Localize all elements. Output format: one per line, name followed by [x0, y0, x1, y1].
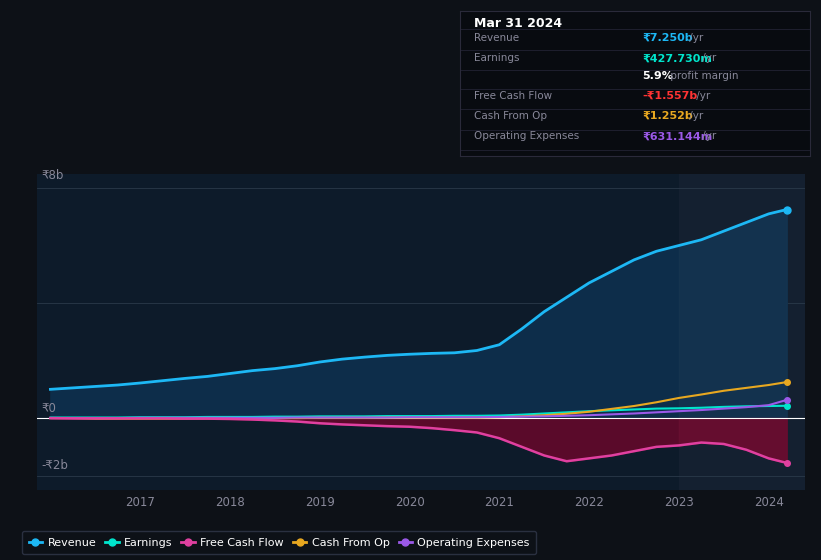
Legend: Revenue, Earnings, Free Cash Flow, Cash From Op, Operating Expenses: Revenue, Earnings, Free Cash Flow, Cash …	[22, 531, 536, 554]
Text: /yr: /yr	[686, 111, 704, 121]
Text: Free Cash Flow: Free Cash Flow	[474, 91, 552, 101]
Text: ₹0: ₹0	[41, 402, 57, 414]
Text: /yr: /yr	[699, 131, 716, 141]
Text: ₹1.252b: ₹1.252b	[642, 111, 693, 121]
Text: profit margin: profit margin	[667, 71, 739, 81]
Text: /yr: /yr	[686, 33, 704, 43]
Text: Operating Expenses: Operating Expenses	[474, 131, 579, 141]
Text: ₹7.250b: ₹7.250b	[642, 33, 693, 43]
Text: -₹2b: -₹2b	[41, 459, 68, 472]
Text: /yr: /yr	[693, 91, 710, 101]
Text: Mar 31 2024: Mar 31 2024	[474, 17, 562, 30]
Text: /yr: /yr	[699, 53, 716, 63]
Text: -₹1.557b: -₹1.557b	[642, 91, 697, 101]
Bar	[679, 174, 805, 490]
Text: ₹631.144m: ₹631.144m	[642, 131, 713, 141]
Text: ₹427.730m: ₹427.730m	[642, 53, 712, 63]
Text: ₹8b: ₹8b	[41, 169, 64, 182]
Text: Revenue: Revenue	[474, 33, 519, 43]
Text: 5.9%: 5.9%	[642, 71, 673, 81]
Text: Cash From Op: Cash From Op	[474, 111, 547, 121]
Text: Earnings: Earnings	[474, 53, 520, 63]
